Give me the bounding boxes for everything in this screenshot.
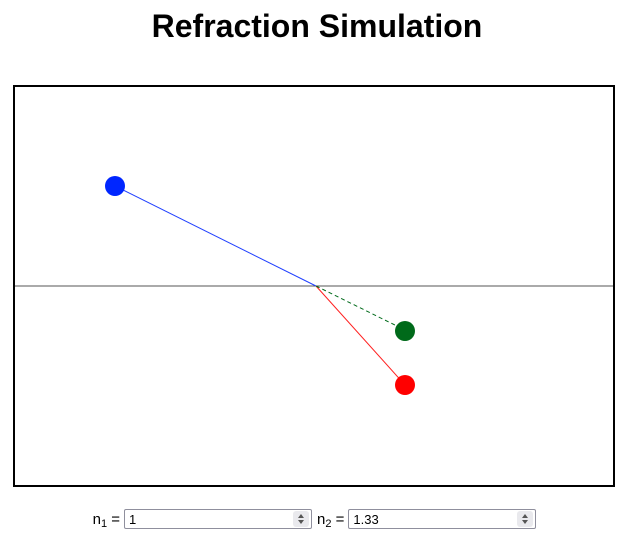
n2-field [348, 509, 537, 529]
n1-spinner[interactable] [293, 511, 309, 527]
n1-input[interactable] [124, 509, 312, 529]
unrefracted-ray [315, 285, 406, 331]
n1-label-subscript: 1 [100, 517, 108, 530]
n1-label-equals: = [107, 510, 120, 528]
n1-label: n1 = [92, 510, 120, 530]
n1-decrement-icon[interactable] [298, 520, 304, 524]
refractive-index-controls: n1 = n2 = [0, 507, 634, 531]
n2-spinner[interactable] [517, 511, 534, 527]
refracted-ray [315, 285, 406, 386]
n2-decrement-icon[interactable] [522, 520, 529, 524]
n2-label: n2 = [317, 510, 345, 530]
n2-label-subscript: 2 [325, 517, 332, 530]
simulation-svg[interactable] [15, 87, 613, 485]
n2-label-main: n [317, 510, 326, 528]
n1-increment-icon[interactable] [298, 514, 304, 518]
page-title: Refraction Simulation [151, 8, 483, 44]
simulation-canvas[interactable] [13, 85, 615, 487]
n2-increment-icon[interactable] [522, 514, 529, 518]
n1-label-main: n [92, 510, 101, 528]
n1-field [124, 509, 312, 529]
incident-ray [114, 185, 317, 287]
refracted-target-point[interactable] [395, 375, 415, 395]
light-source-point[interactable] [105, 176, 125, 196]
n2-label-equals: = [331, 510, 345, 528]
unrefracted-target-point[interactable] [395, 321, 415, 341]
n2-input[interactable] [348, 509, 537, 529]
